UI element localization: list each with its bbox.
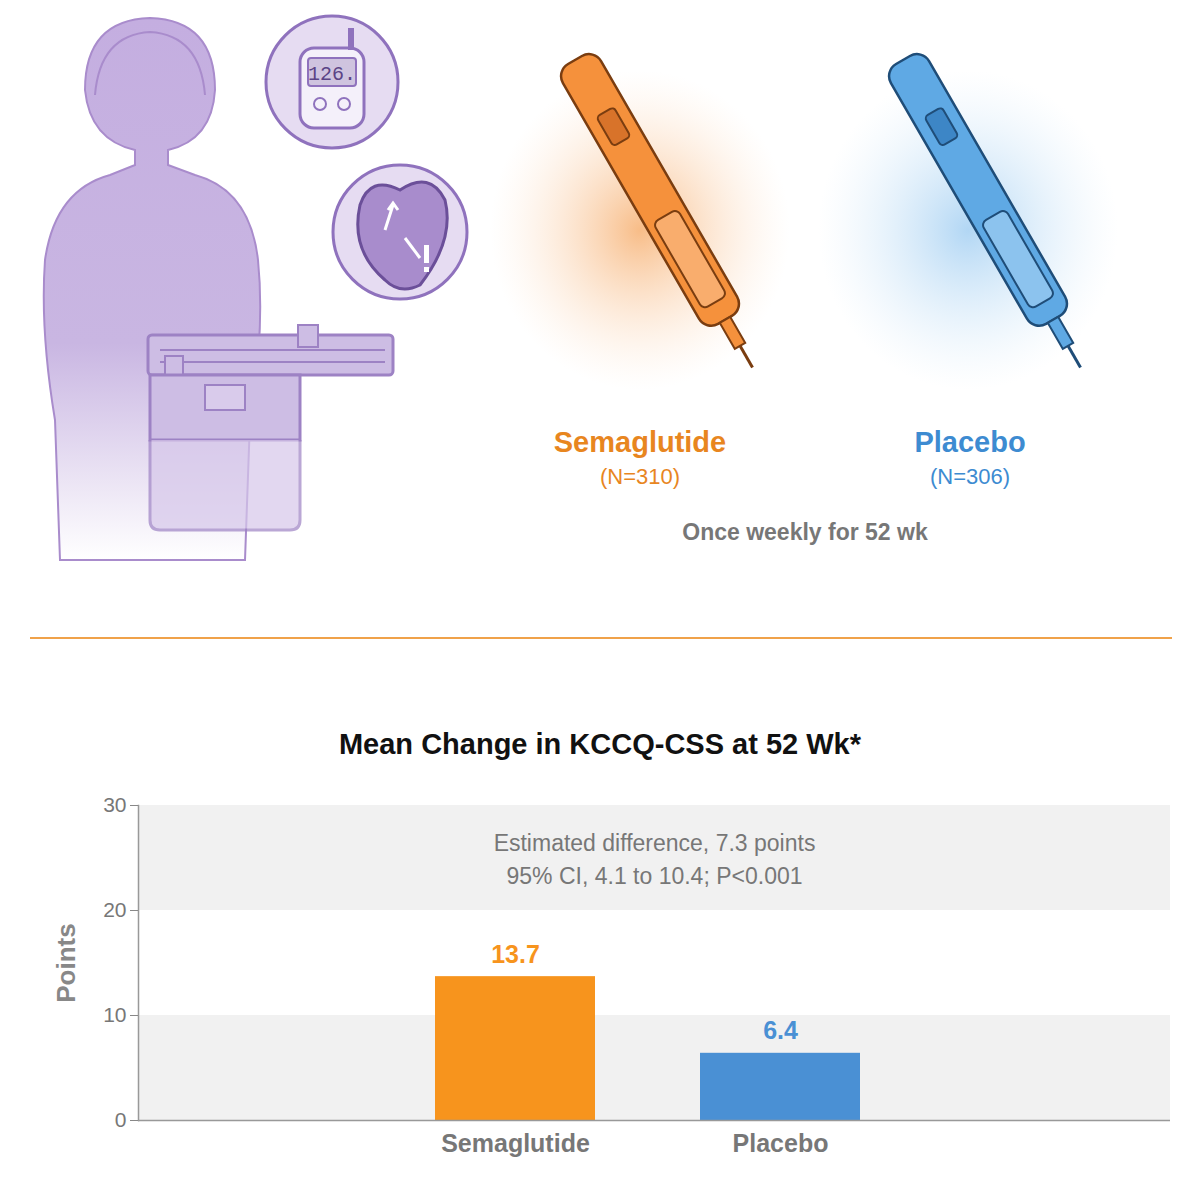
svg-text:(N=310): (N=310) <box>600 464 680 489</box>
svg-text:20: 20 <box>103 898 126 921</box>
svg-text:30: 30 <box>103 793 126 816</box>
html-text:Mean Change in KCCQ-CSS at 52: Mean Change in KCCQ-CSS at 52 Wk* <box>339 728 861 760</box>
svg-text:0: 0 <box>115 1108 127 1131</box>
svg-text:Once weekly for 52 wk: Once weekly for 52 wk <box>682 519 928 545</box>
svg-text:6.4: 6.4 <box>763 1016 798 1044</box>
svg-text:Semaglutide: Semaglutide <box>554 426 726 458</box>
svg-text:10: 10 <box>103 1003 126 1026</box>
svg-text:Placebo: Placebo <box>733 1129 829 1157</box>
svg-text:Estimated difference, 7.3 poin: Estimated difference, 7.3 points <box>494 830 816 856</box>
svg-text:95% CI, 4.1 to 10.4; P<0.001: 95% CI, 4.1 to 10.4; P<0.001 <box>506 863 802 889</box>
svg-text:Points: Points <box>51 923 81 1002</box>
svg-text:Semaglutide: Semaglutide <box>441 1129 590 1157</box>
svg-text:13.7: 13.7 <box>491 940 540 968</box>
svg-text:126.: 126. <box>308 63 356 86</box>
svg-text:Placebo: Placebo <box>914 426 1025 458</box>
svg-text:(N=306): (N=306) <box>930 464 1010 489</box>
